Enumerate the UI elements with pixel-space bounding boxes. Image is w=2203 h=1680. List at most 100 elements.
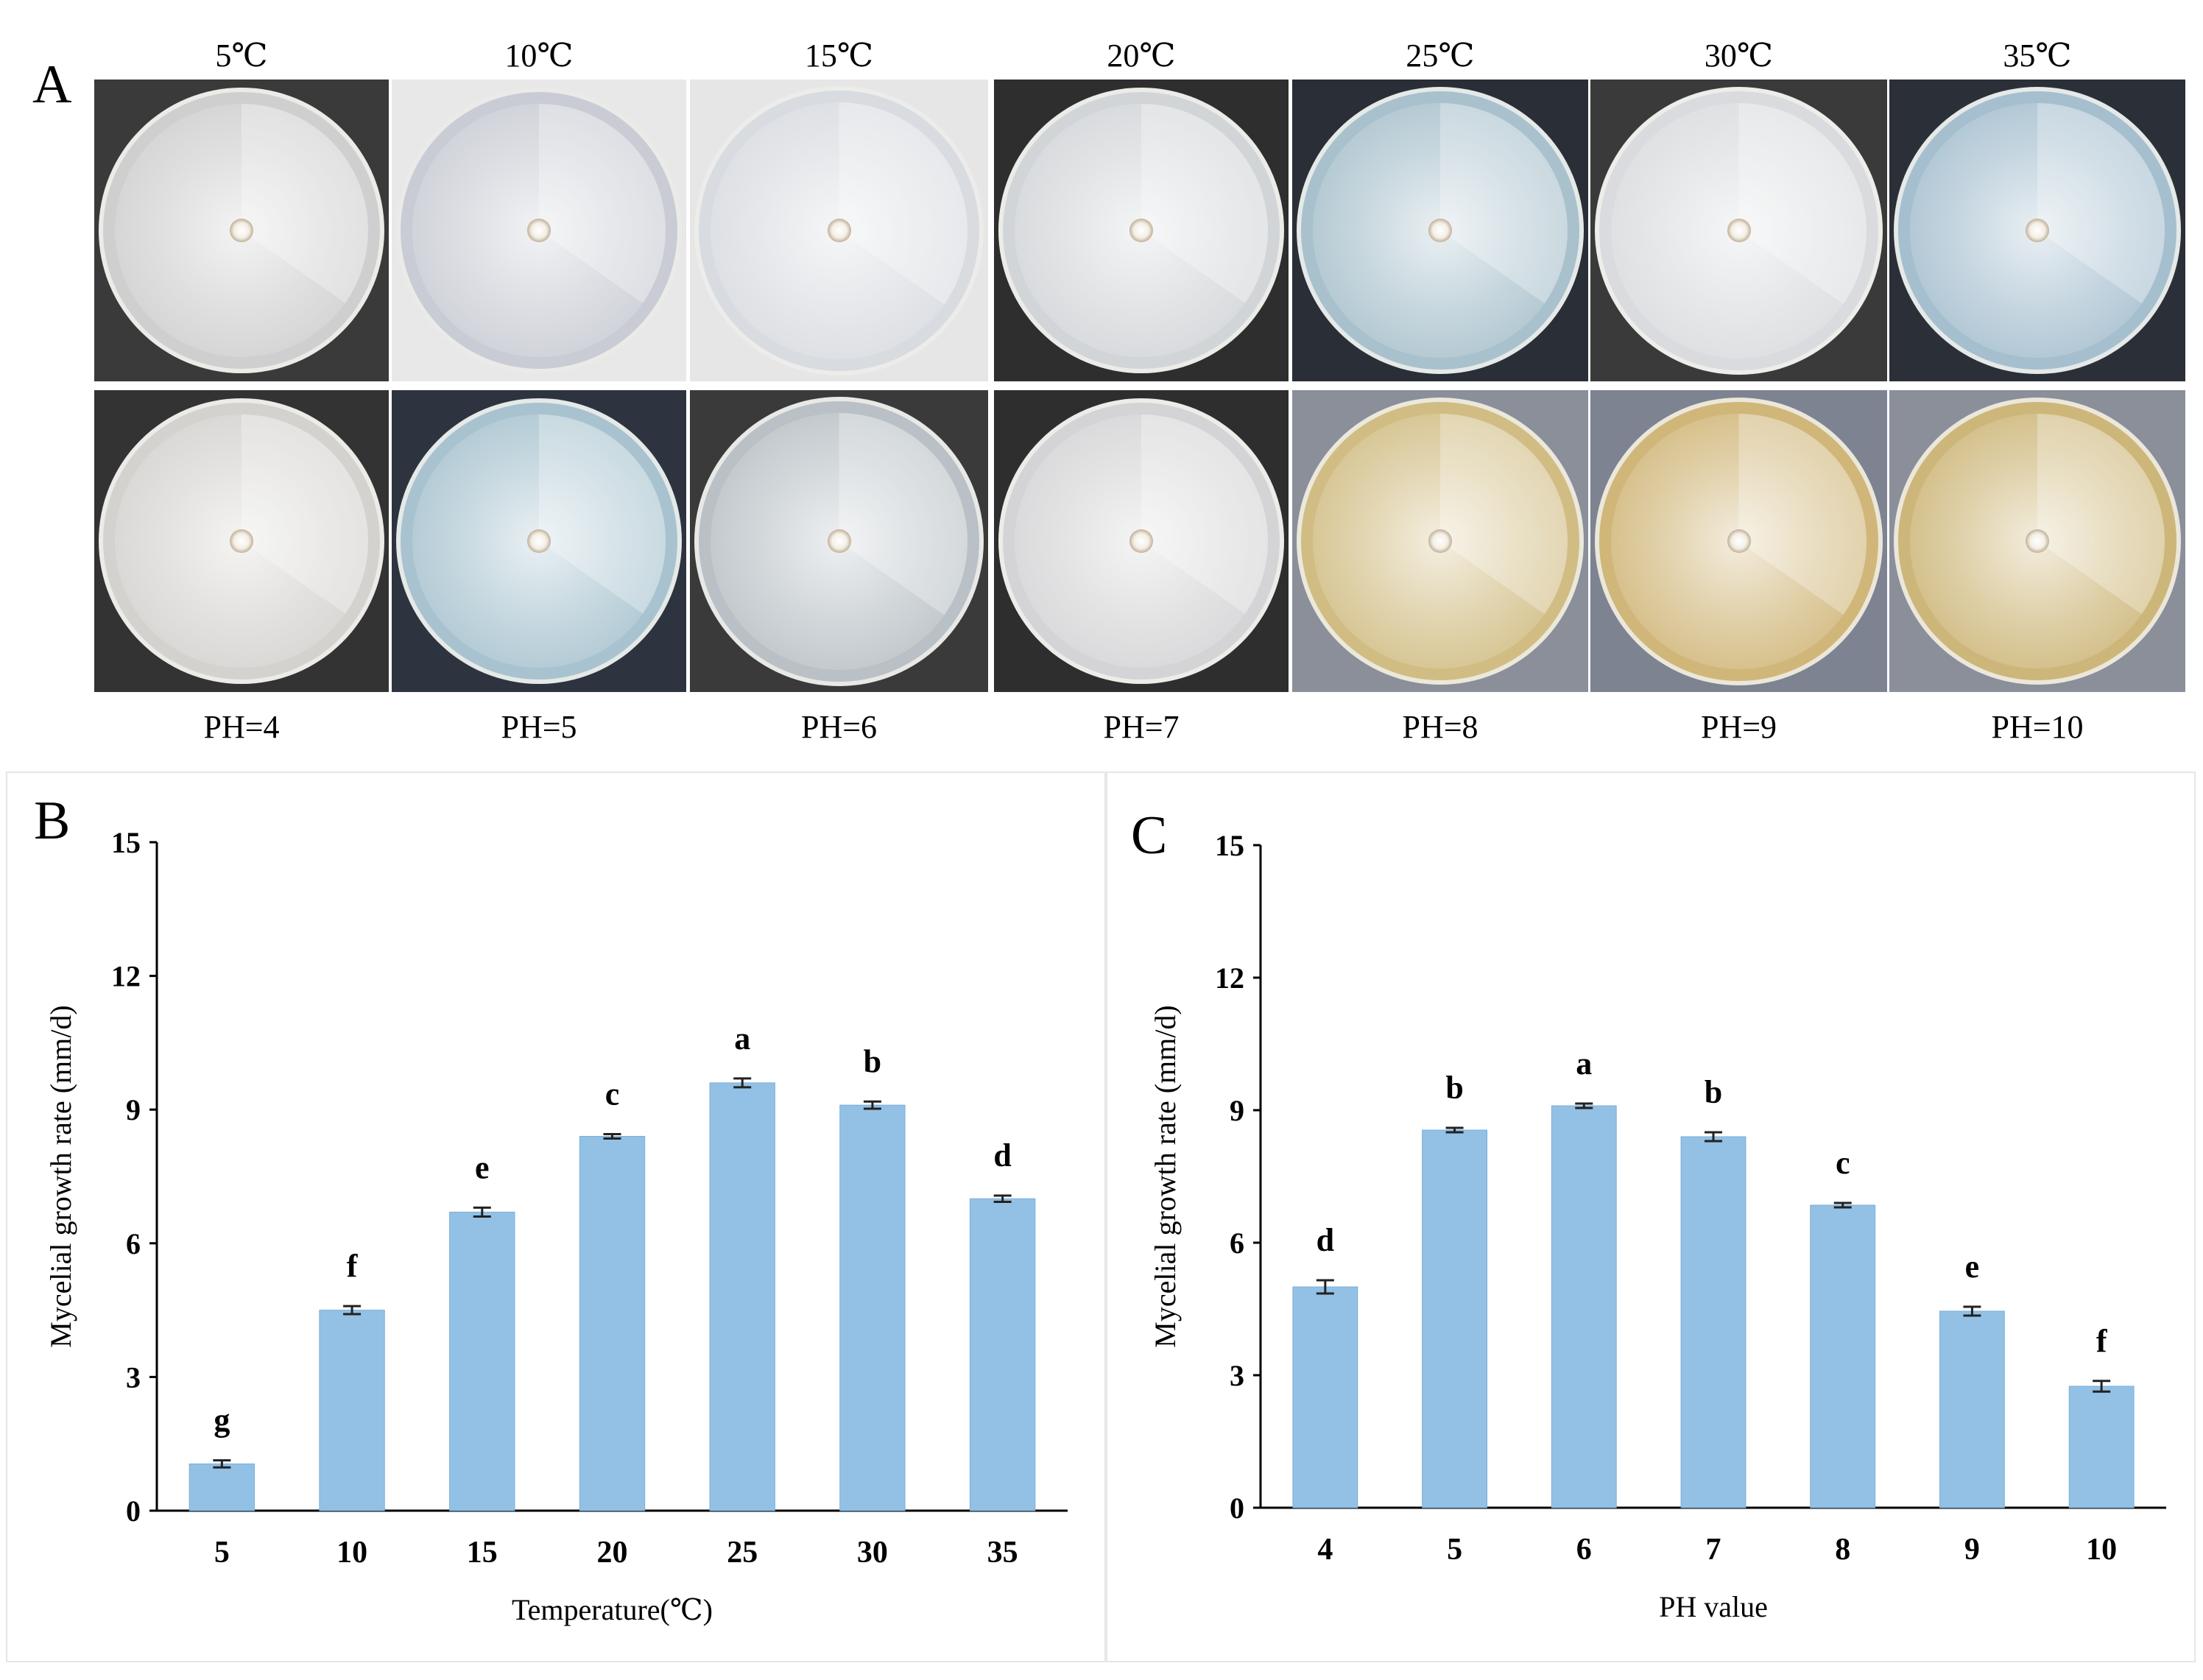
bar: [1551, 1105, 1617, 1508]
inoculum-plug: [827, 529, 851, 553]
y-tick-label: 0: [1230, 1492, 1244, 1525]
inoculum-plug: [527, 529, 551, 553]
temperature-label: 30℃: [1704, 38, 1774, 74]
significance-letter: c: [605, 1076, 620, 1112]
bar: [839, 1104, 906, 1511]
ph-label: PH=9: [1700, 709, 1777, 745]
temperature-label: 25℃: [1406, 38, 1475, 74]
y-axis-title: Mycelial growth rate (mm/d): [1149, 1005, 1182, 1347]
bar: [579, 1136, 646, 1511]
panel-c-frame: [1106, 772, 2196, 1662]
petri-plate-image: [994, 390, 1289, 692]
significance-letter: f: [2096, 1323, 2108, 1359]
chart-temperature: 0 3 6 9 12 15 g 5 f 10 e 15 c 20 a 25 b 30 d 35 Temperature(…: [44, 826, 1068, 1626]
significance-letter: e: [475, 1149, 490, 1185]
temperature-label: 20℃: [1107, 38, 1176, 74]
bar: [969, 1198, 1036, 1511]
x-axis-title: PH value: [1659, 1590, 1768, 1623]
x-tick-label: 7: [1706, 1533, 1721, 1567]
y-tick-label: 3: [126, 1360, 141, 1394]
significance-letter: a: [1576, 1045, 1592, 1081]
petri-plate-image: [94, 390, 389, 692]
inoculum-plug: [1727, 219, 1751, 242]
inoculum-plug: [230, 529, 253, 553]
temperature-label: 15℃: [804, 38, 874, 74]
bar: [1810, 1204, 1876, 1508]
petri-plate-image: [690, 80, 988, 381]
petri-plate-image: [1292, 390, 1588, 692]
x-tick-label: 35: [987, 1536, 1018, 1570]
x-tick-label: 10: [2086, 1533, 2117, 1567]
bar: [1680, 1136, 1746, 1508]
x-tick-label: 5: [1447, 1533, 1462, 1567]
significance-letter: c: [1836, 1145, 1850, 1181]
bar: [1939, 1310, 2005, 1508]
significance-letter: e: [1965, 1249, 1980, 1285]
x-tick-label: 30: [857, 1536, 888, 1570]
y-tick-label: 9: [126, 1093, 141, 1126]
y-tick-label: 15: [111, 826, 141, 859]
x-tick-label: 15: [467, 1536, 498, 1570]
x-tick-label: 9: [1964, 1533, 1980, 1567]
inoculum-plug: [2026, 529, 2049, 553]
petri-plate-image: [1590, 390, 1887, 692]
bar: [188, 1463, 255, 1511]
petri-plate-image: [94, 80, 389, 381]
significance-letter: d: [1316, 1222, 1334, 1258]
significance-letter: d: [993, 1137, 1011, 1173]
petri-plate-image: [994, 80, 1289, 381]
panel-label-b: B: [34, 791, 71, 851]
chart-ph: 0 3 6 9 12 15 d 4 b 5 a 6 b 7 c 8 e 9 f 10 PH value Mycelial …: [1149, 829, 2166, 1623]
bar: [319, 1310, 385, 1511]
ph-label: PH=4: [203, 709, 280, 745]
temperature-label: 10℃: [504, 38, 574, 74]
y-tick-label: 12: [111, 960, 141, 993]
ph-label: PH=8: [1402, 709, 1478, 745]
x-tick-label: 10: [336, 1536, 367, 1570]
inoculum-plug: [230, 219, 253, 242]
bar: [1422, 1129, 1487, 1508]
petri-plate-image: [1889, 80, 2185, 381]
bar: [709, 1082, 775, 1511]
x-tick-label: 5: [214, 1536, 230, 1570]
inoculum-plug: [1428, 529, 1452, 553]
ph-label: PH=7: [1103, 709, 1180, 745]
y-tick-label: 6: [126, 1227, 141, 1260]
x-axis-title: Temperature(℃): [512, 1593, 713, 1626]
panel-label-a: A: [32, 54, 72, 115]
y-tick-label: 0: [126, 1494, 141, 1528]
y-tick-label: 6: [1230, 1227, 1244, 1260]
significance-letter: b: [864, 1043, 881, 1079]
temperature-label: 5℃: [215, 38, 268, 74]
y-axis-title: Mycelial growth rate (mm/d): [44, 1005, 77, 1347]
ph-label: PH=5: [501, 709, 577, 745]
y-tick-label: 3: [1230, 1359, 1244, 1392]
petri-plate-image: [1889, 390, 2185, 692]
petri-plate-image: [392, 80, 686, 381]
panel-label-c: C: [1131, 805, 1168, 866]
inoculum-plug: [1727, 529, 1751, 553]
significance-letter: b: [1705, 1074, 1722, 1110]
inoculum-plug: [2026, 219, 2049, 242]
x-tick-label: 25: [727, 1536, 758, 1570]
inoculum-plug: [1129, 529, 1153, 553]
significance-letter: a: [734, 1020, 750, 1056]
bar: [1292, 1286, 1358, 1508]
panel-b-frame: [6, 772, 1106, 1662]
panel-a-plates: A 5℃ 10℃ 15℃ 20℃ 25℃ 30℃ 35℃ PH=4 PH=5 PH=6 PH=7 PH…: [0, 0, 2203, 758]
significance-letter: b: [1445, 1070, 1463, 1106]
petri-plate-image: [392, 390, 686, 692]
inoculum-plug: [827, 219, 851, 242]
ph-label: PH=6: [800, 709, 878, 745]
petri-plate-image: [690, 390, 988, 692]
inoculum-plug: [527, 219, 551, 242]
significance-letter: g: [214, 1402, 230, 1439]
y-tick-label: 9: [1230, 1094, 1244, 1127]
y-tick-label: 15: [1215, 829, 1244, 862]
x-tick-label: 8: [1835, 1533, 1850, 1567]
temperature-label: 35℃: [2003, 38, 2072, 74]
significance-letter: f: [347, 1248, 359, 1284]
x-tick-label: 6: [1576, 1533, 1592, 1567]
inoculum-plug: [1129, 219, 1153, 242]
